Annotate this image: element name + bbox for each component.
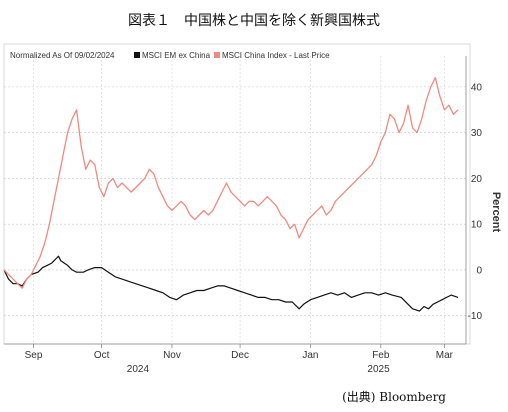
legend-swatch-china xyxy=(214,52,220,58)
x-tick-label: Mar xyxy=(436,350,454,361)
x-tick-label: Dec xyxy=(231,350,249,361)
series-group xyxy=(3,77,459,312)
grid xyxy=(4,56,466,344)
legend-swatch-em-ex-china xyxy=(134,52,140,58)
line-chart: -10 0 10 20 30 40 Sep Oct Nov Dec Jan Feb Mar 2024 202… xyxy=(3,43,502,375)
y-tick-label: 10 xyxy=(471,220,483,231)
y-tick-label: 30 xyxy=(471,128,483,139)
legend-label-china: MSCI China Index - Last Price xyxy=(222,51,330,60)
x-tick-label: Nov xyxy=(163,350,181,361)
x-year-label: 2024 xyxy=(127,364,150,375)
plot-frame xyxy=(3,43,471,345)
figure-title: 図表１ 中国株と中国を除く新興国株式 xyxy=(128,13,380,29)
normalized-label: Normalized As Of 09/02/2024 xyxy=(10,51,115,60)
y-axis-title: Percent xyxy=(490,192,502,233)
series-line-0 xyxy=(3,255,459,312)
axes: -10 0 10 20 30 40 Sep Oct Nov Dec Jan Feb Mar 2024 202… xyxy=(4,56,482,375)
x-year-label: 2025 xyxy=(367,364,390,375)
x-tick-label: Oct xyxy=(94,350,110,361)
x-tick-label: Feb xyxy=(372,350,390,361)
series-line-1 xyxy=(3,77,459,289)
y-tick-label: -10 xyxy=(468,311,483,322)
x-tick-label: Sep xyxy=(25,350,43,361)
y-tick-label: 20 xyxy=(471,174,483,185)
y-tick-label: 40 xyxy=(471,82,483,93)
legend: Normalized As Of 09/02/2024 MSCI EM ex C… xyxy=(10,51,330,60)
legend-label-em-ex-china: MSCI EM ex China xyxy=(142,51,211,60)
source-note: (出典) Bloomberg xyxy=(342,390,446,404)
x-tick-label: Jan xyxy=(302,350,318,361)
y-tick-label: 0 xyxy=(476,265,482,276)
